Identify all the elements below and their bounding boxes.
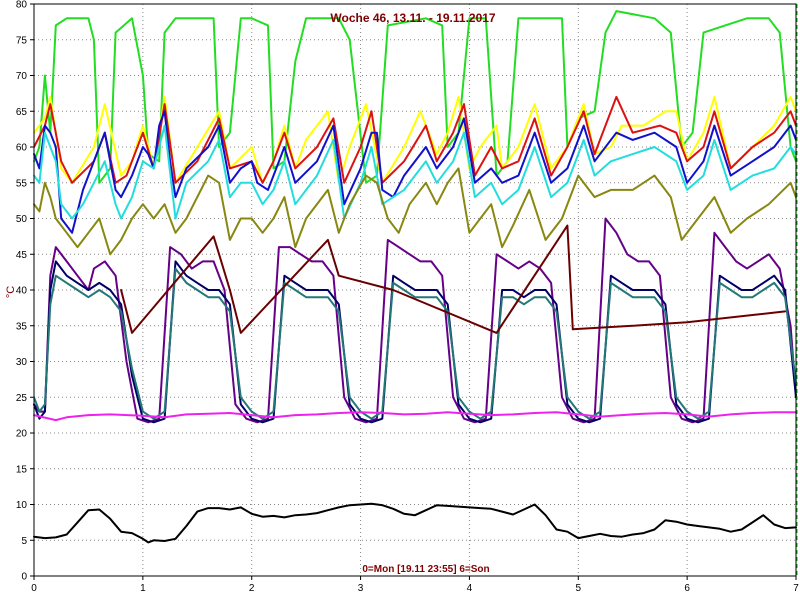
y-tick-label: 25	[16, 393, 28, 404]
x-tick-label: 6	[684, 583, 690, 594]
series-line-12	[33, 502, 797, 544]
series-lines	[33, 10, 797, 544]
x-tick-label: 5	[576, 583, 582, 594]
y-tick-label: 45	[16, 250, 28, 261]
y-tick-label: 70	[16, 71, 28, 82]
plot-frame	[33, 3, 797, 577]
y-tick-label: 10	[16, 500, 28, 511]
x-tick-label: 4	[467, 583, 473, 594]
chart-title: Woche 46, 13.11. - 19.11.2017	[330, 11, 496, 25]
y-tick-label: 20	[16, 429, 28, 440]
series-line-2	[33, 95, 797, 184]
x-tick-label: 7	[793, 583, 799, 594]
y-tick-labels: 0 5 10 15 20 25 30 35 40 45 50 55 60 65 70 75 80	[16, 0, 28, 583]
series-line-4	[33, 110, 797, 234]
series-line-8	[33, 260, 797, 424]
y-tick-label: 5	[21, 536, 27, 547]
y-tick-label: 65	[16, 107, 28, 118]
series-line-9	[33, 267, 797, 420]
x-tick-label: 1	[140, 583, 146, 594]
y-tick-label: 75	[16, 35, 28, 46]
y-tick-label: 80	[16, 0, 28, 11]
chart-footer: 0=Mon [19.11 23:55] 6=Son	[362, 564, 489, 575]
y-tick-label: 55	[16, 178, 28, 189]
x-tick-label: 3	[358, 583, 364, 594]
y-tick-label: 40	[16, 286, 28, 297]
y-tick-label: 35	[16, 321, 28, 332]
y-axis-label: °C	[5, 286, 17, 298]
series-line-11	[33, 411, 797, 422]
series-line-6	[33, 167, 797, 256]
x-tick-label: 2	[249, 583, 255, 594]
y-tick-label: 0	[21, 572, 27, 583]
series-line-1	[33, 10, 797, 184]
y-tick-label: 50	[16, 214, 28, 225]
y-tick-label: 60	[16, 143, 28, 154]
x-tick-label: 0	[31, 583, 37, 594]
x-tick-labels: 0 1 2 3 4 5 6 7	[31, 583, 799, 594]
y-tick-label: 30	[16, 357, 28, 368]
y-tick-label: 15	[16, 464, 28, 475]
series-line-7	[33, 217, 797, 424]
series-line-10	[120, 224, 787, 334]
